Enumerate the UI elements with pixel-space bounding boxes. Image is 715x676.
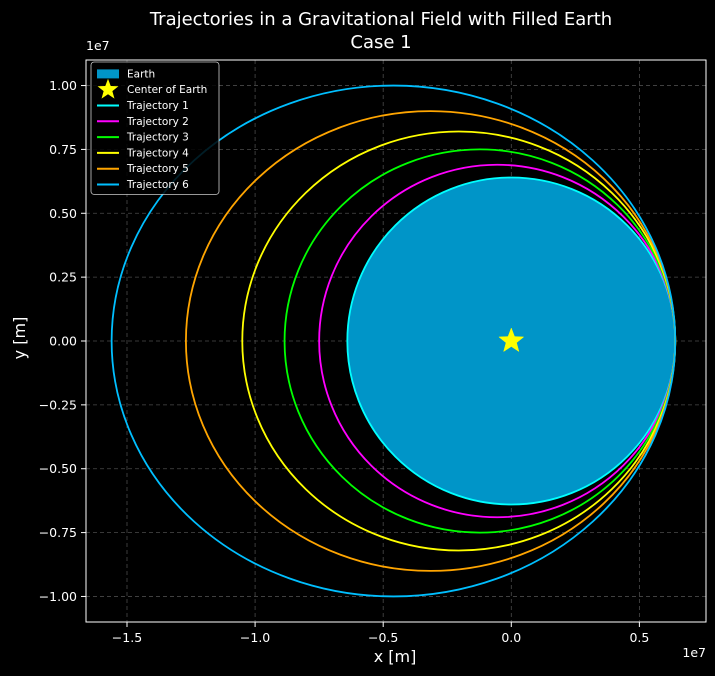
y-tick-label: −1.00 bbox=[39, 589, 77, 604]
legend-label-trajectory-4: Trajectory 4 bbox=[126, 147, 189, 159]
chart-title: Trajectories in a Gravitational Field wi… bbox=[149, 9, 612, 30]
y-tick-label: 0.75 bbox=[49, 142, 77, 157]
legend-label-trajectory-1: Trajectory 1 bbox=[126, 100, 189, 112]
x-tick-label: 0.0 bbox=[501, 630, 521, 645]
y-tick-label: 0.00 bbox=[49, 334, 77, 349]
x-tick-label: −1.0 bbox=[240, 630, 270, 645]
legend-label-earth: Earth bbox=[127, 68, 155, 80]
legend-label-trajectory-5: Trajectory 5 bbox=[126, 163, 189, 175]
legend-label-center: Center of Earth bbox=[127, 84, 207, 96]
legend-label-trajectory-6: Trajectory 6 bbox=[126, 179, 189, 191]
y-tick-label: −0.75 bbox=[39, 525, 77, 540]
legend-label-trajectory-3: Trajectory 3 bbox=[126, 132, 189, 144]
trajectory-6-line bbox=[110, 84, 677, 598]
y-axis-label: y [m] bbox=[10, 317, 29, 360]
center-of-earth-star-icon bbox=[498, 327, 525, 353]
legend: Earth Center of Earth Trajectory 1 Trajecto… bbox=[90, 61, 220, 195]
ticks: −1.5 −1.0 −0.5 0.0 0.5 −1.00 −0.75 −0.50 −0.25 0.… bbox=[39, 78, 650, 645]
y-tick-label: −0.25 bbox=[39, 397, 77, 412]
legend-earth-swatch bbox=[97, 69, 119, 79]
x-offset-label: 1e7 bbox=[682, 645, 706, 660]
y-offset-label: 1e7 bbox=[86, 38, 110, 53]
marker-layer bbox=[498, 327, 525, 353]
y-tick-label: 1.00 bbox=[49, 78, 77, 93]
x-axis-label: x [m] bbox=[374, 647, 417, 666]
y-tick-label: 0.25 bbox=[49, 270, 77, 285]
trajectories bbox=[110, 84, 677, 598]
x-tick-label: 0.5 bbox=[629, 630, 649, 645]
x-tick-label: −0.5 bbox=[368, 630, 398, 645]
legend-box bbox=[90, 61, 220, 195]
y-tick-label: −0.50 bbox=[39, 461, 77, 476]
chart-subtitle: Case 1 bbox=[350, 32, 411, 53]
y-tick-label: 0.50 bbox=[49, 206, 77, 221]
x-tick-label: −1.5 bbox=[112, 630, 142, 645]
legend-star-icon bbox=[97, 78, 119, 99]
legend-label-trajectory-2: Trajectory 2 bbox=[126, 116, 189, 128]
